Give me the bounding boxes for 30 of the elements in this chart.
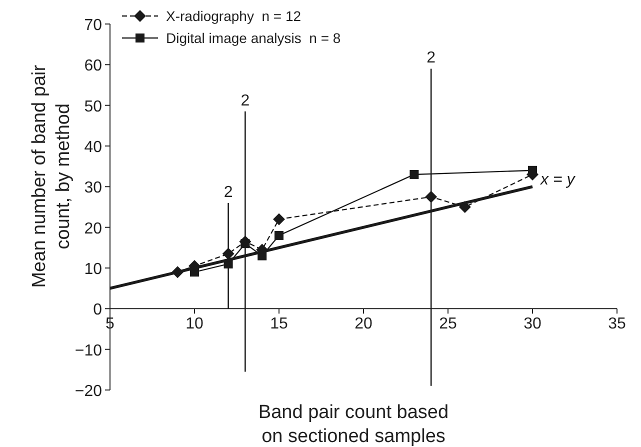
x-tick-label: 10 xyxy=(186,316,204,333)
series-label: x = y xyxy=(540,172,576,189)
point xyxy=(410,170,419,179)
point xyxy=(274,230,284,240)
x-tick-label: 30 xyxy=(524,316,542,333)
y-axis-title: Mean number of band pair count, by method xyxy=(29,64,74,288)
legend-label: Digital image analysis n = 8 xyxy=(166,30,341,46)
y-tick-label: 40 xyxy=(84,139,102,156)
y-tick-label: 60 xyxy=(84,58,102,75)
y-tick-label: 50 xyxy=(84,98,102,116)
y-tick-label: −20 xyxy=(74,383,102,400)
point xyxy=(425,190,438,203)
x-tick-label: 35 xyxy=(608,316,626,333)
y-tick-label: −10 xyxy=(74,342,102,360)
y-tick-label: 10 xyxy=(84,261,102,278)
y-tick-label: 20 xyxy=(84,220,102,238)
annotation: 2 xyxy=(240,92,250,110)
y-tick-label: 0 xyxy=(93,302,102,319)
x-axis-title: Band pair count based on sectioned samples xyxy=(258,402,449,447)
x-tick-label: 15 xyxy=(270,316,288,333)
y-tick-label: 30 xyxy=(84,180,102,197)
x-tick-label: 25 xyxy=(439,316,457,333)
legend-label: X-radiography n = 12 xyxy=(166,8,302,24)
x-tick-label: 20 xyxy=(354,316,372,333)
annotation: 2 xyxy=(224,184,233,201)
point xyxy=(222,248,234,260)
point xyxy=(273,213,285,226)
point xyxy=(240,239,250,248)
annotation: 2 xyxy=(426,50,436,67)
y-tick-label: 70 xyxy=(84,17,102,34)
